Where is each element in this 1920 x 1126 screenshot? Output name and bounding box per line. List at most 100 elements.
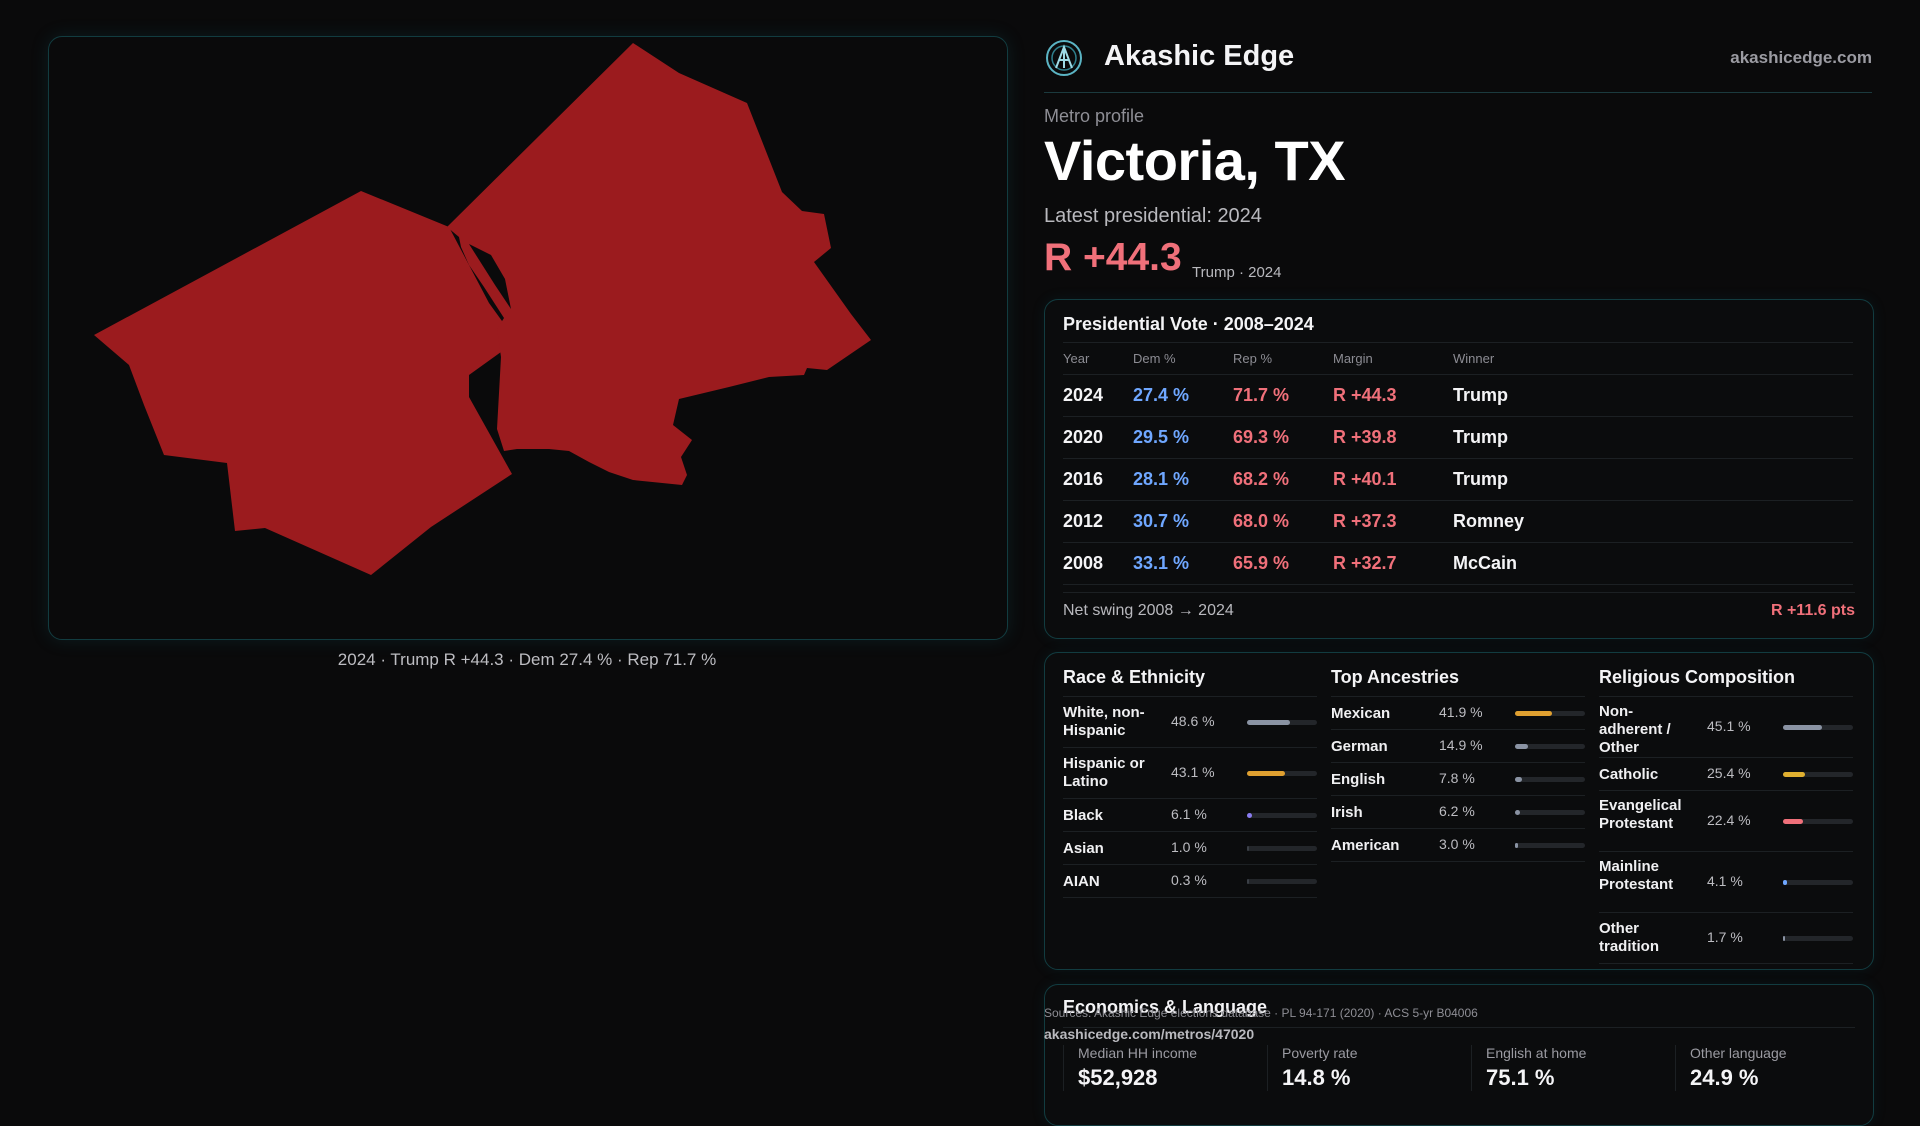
row-year: 2012 bbox=[1063, 500, 1133, 543]
item-label: Irish bbox=[1331, 804, 1363, 821]
stat-value: 75.1 % bbox=[1486, 1065, 1555, 1090]
profile-kicker: Metro profile bbox=[1044, 106, 1145, 126]
row-rep: 68.0 % bbox=[1233, 500, 1333, 543]
table-row: 2020 29.5 % 69.3 % R +39.8 Trump bbox=[1063, 416, 1853, 459]
item-bar-fill bbox=[1783, 772, 1806, 777]
stat-label: English at home bbox=[1486, 1045, 1587, 1061]
constellation-logo-icon[interactable] bbox=[1044, 38, 1084, 78]
list-item: Catholic 25.4 % bbox=[1599, 758, 1853, 791]
item-label: White, non-Hispanic bbox=[1063, 704, 1145, 739]
row-year: 2008 bbox=[1063, 542, 1133, 585]
county-shapes bbox=[94, 43, 871, 575]
brand-name[interactable]: Akashic Edge bbox=[1104, 40, 1295, 72]
stat-value: $52,928 bbox=[1078, 1065, 1158, 1090]
page-url[interactable]: akashicedge.com/metros/47020 bbox=[1044, 1026, 1255, 1042]
item-label: Hispanic or Latino bbox=[1063, 755, 1145, 790]
item-bar-fill bbox=[1247, 771, 1285, 776]
item-label: Mainline Protestant bbox=[1599, 858, 1674, 893]
row-rep: 71.7 % bbox=[1233, 374, 1333, 417]
list-item: White, non-Hispanic 48.6 % bbox=[1063, 697, 1317, 748]
race-ethnicity-title: Race & Ethnicity bbox=[1063, 667, 1317, 697]
row-winner: Trump bbox=[1453, 374, 1853, 417]
item-bar bbox=[1247, 771, 1317, 776]
row-margin: R +44.3 bbox=[1333, 374, 1453, 417]
list-item: Other tradition 1.7 % bbox=[1599, 913, 1853, 964]
item-bar bbox=[1783, 725, 1853, 730]
presidential-vote-card: Presidential Vote · 2008–2024 Year Dem %… bbox=[1044, 299, 1874, 639]
list-item: AIAN 0.3 % bbox=[1063, 865, 1317, 898]
table-row: 2012 30.7 % 68.0 % R +37.3 Romney bbox=[1063, 500, 1853, 543]
net-swing-label: Net swing 2008 → 2024 bbox=[1063, 602, 1234, 619]
list-item: Black 6.1 % bbox=[1063, 799, 1317, 832]
row-dem: 27.4 % bbox=[1133, 374, 1233, 417]
item-percent: 43.1 % bbox=[1171, 764, 1215, 780]
col-margin: Margin bbox=[1333, 342, 1453, 375]
page-title: Victoria, TX bbox=[1044, 129, 1346, 192]
stat-label: Poverty rate bbox=[1282, 1045, 1358, 1061]
item-bar-fill bbox=[1247, 813, 1253, 818]
item-percent: 41.9 % bbox=[1439, 704, 1483, 720]
item-percent: 0.3 % bbox=[1171, 872, 1207, 888]
row-margin: R +37.3 bbox=[1333, 500, 1453, 543]
county-shape-goliad[interactable] bbox=[447, 43, 871, 485]
religion-title: Religious Composition bbox=[1599, 667, 1853, 697]
list-item: Mexican 41.9 % bbox=[1331, 697, 1585, 730]
row-margin: R +32.7 bbox=[1333, 542, 1453, 585]
col-year: Year bbox=[1063, 342, 1133, 375]
row-year: 2024 bbox=[1063, 374, 1133, 417]
ancestries-title: Top Ancestries bbox=[1331, 667, 1585, 697]
item-label: Asian bbox=[1063, 840, 1104, 857]
item-bar bbox=[1247, 846, 1317, 851]
item-label: American bbox=[1331, 837, 1400, 854]
item-percent: 7.8 % bbox=[1439, 770, 1475, 786]
county-shape-victoria[interactable] bbox=[94, 191, 512, 575]
metro-map[interactable] bbox=[48, 36, 1008, 640]
stat-label: Other language bbox=[1690, 1045, 1787, 1061]
item-percent: 6.1 % bbox=[1171, 806, 1207, 822]
item-label: Mexican bbox=[1331, 705, 1391, 722]
table-row: 2024 27.4 % 71.7 % R +44.3 Trump bbox=[1063, 374, 1853, 417]
item-percent: 1.0 % bbox=[1171, 839, 1207, 855]
row-rep: 68.2 % bbox=[1233, 458, 1333, 501]
item-bar bbox=[1783, 819, 1853, 824]
row-year: 2020 bbox=[1063, 416, 1133, 459]
item-percent: 48.6 % bbox=[1171, 713, 1215, 729]
map-notch bbox=[469, 244, 511, 309]
row-dem: 28.1 % bbox=[1133, 458, 1233, 501]
religion-column: Religious Composition Non-adherent / Oth… bbox=[1599, 667, 1853, 964]
item-bar-fill bbox=[1247, 879, 1249, 884]
economics-divider bbox=[1063, 1027, 1855, 1028]
sources-note: Sources: Akashic Edge elections database… bbox=[1044, 1006, 1478, 1020]
item-bar-fill bbox=[1247, 720, 1290, 725]
winner-note: Trump · 2024 bbox=[1192, 264, 1282, 281]
item-bar-fill bbox=[1515, 810, 1521, 815]
row-winner: Trump bbox=[1453, 458, 1853, 501]
swing-divider bbox=[1063, 592, 1855, 593]
stat-value: 14.8 % bbox=[1282, 1065, 1351, 1090]
economics-title: Economics & Language bbox=[1063, 997, 1268, 1017]
row-rep: 69.3 % bbox=[1233, 416, 1333, 459]
col-rep: Rep % bbox=[1233, 342, 1333, 375]
map-caption: 2024 · Trump R +44.3 · Dem 27.4 % · Rep … bbox=[337, 650, 717, 669]
item-percent: 6.2 % bbox=[1439, 803, 1475, 819]
item-label: Other tradition bbox=[1599, 920, 1659, 955]
item-percent: 14.9 % bbox=[1439, 737, 1483, 753]
table-row: 2016 28.1 % 68.2 % R +40.1 Trump bbox=[1063, 458, 1853, 501]
item-percent: 22.4 % bbox=[1707, 812, 1751, 828]
row-rep: 65.9 % bbox=[1233, 542, 1333, 585]
item-percent: 3.0 % bbox=[1439, 836, 1475, 852]
row-dem: 29.5 % bbox=[1133, 416, 1233, 459]
site-header: Akashic Edge akashicedge.com bbox=[1044, 36, 1872, 93]
headline-margin: R +44.3 bbox=[1044, 236, 1182, 279]
list-item: Non-adherent / Other 45.1 % bbox=[1599, 697, 1853, 758]
item-percent: 45.1 % bbox=[1707, 718, 1751, 734]
list-item: Irish 6.2 % bbox=[1331, 796, 1585, 829]
row-margin: R +40.1 bbox=[1333, 458, 1453, 501]
list-item: Mainline Protestant 4.1 % bbox=[1599, 852, 1853, 913]
item-bar-fill bbox=[1783, 819, 1803, 824]
item-bar bbox=[1515, 810, 1585, 815]
vote-table-header: Year Dem % Rep % Margin Winner bbox=[1063, 342, 1853, 375]
site-domain[interactable]: akashicedge.com bbox=[1730, 48, 1872, 67]
item-percent: 25.4 % bbox=[1707, 765, 1751, 781]
item-label: AIAN bbox=[1063, 873, 1100, 890]
